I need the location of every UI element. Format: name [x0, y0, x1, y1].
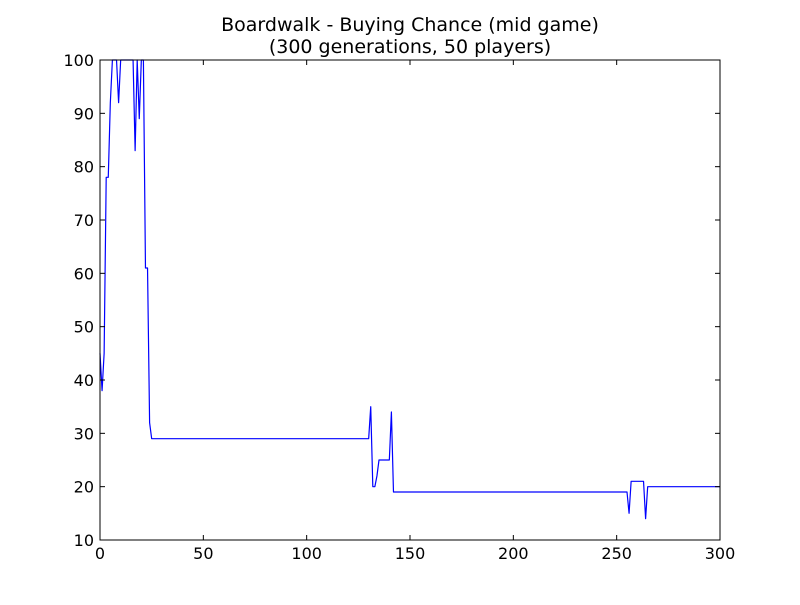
series-line-0	[99, 59, 720, 520]
plot-frame	[99, 59, 721, 541]
x-tick-label: 50	[193, 544, 213, 563]
chart-subtitle: (300 generations, 50 players)	[269, 36, 551, 58]
y-tick-label: 50	[74, 318, 94, 337]
x-tick-label: 250	[601, 544, 632, 563]
y-tick-label: 40	[74, 371, 94, 390]
y-tick-label: 90	[74, 104, 94, 123]
x-tick-label: 100	[291, 544, 322, 563]
y-tick-label: 100	[63, 51, 94, 70]
y-tick-label: 80	[74, 158, 94, 177]
y-tick-label: 20	[74, 478, 94, 497]
chart-title: Boardwalk - Buying Chance (mid game)	[221, 14, 599, 36]
x-tick-label: 300	[705, 544, 736, 563]
y-tick-label: 70	[74, 211, 94, 230]
y-tick-label: 10	[74, 531, 94, 550]
y-tick-label: 60	[74, 264, 94, 283]
x-tick-label: 150	[395, 544, 426, 563]
plot-area	[99, 59, 720, 520]
x-tick-label: 0	[95, 544, 105, 563]
y-tick-label: 30	[74, 424, 94, 443]
x-tick-label: 200	[498, 544, 529, 563]
axes: 0 50 100 150 200 250 300 10 20 30 40 50 60 70 80 90 100	[63, 51, 735, 563]
